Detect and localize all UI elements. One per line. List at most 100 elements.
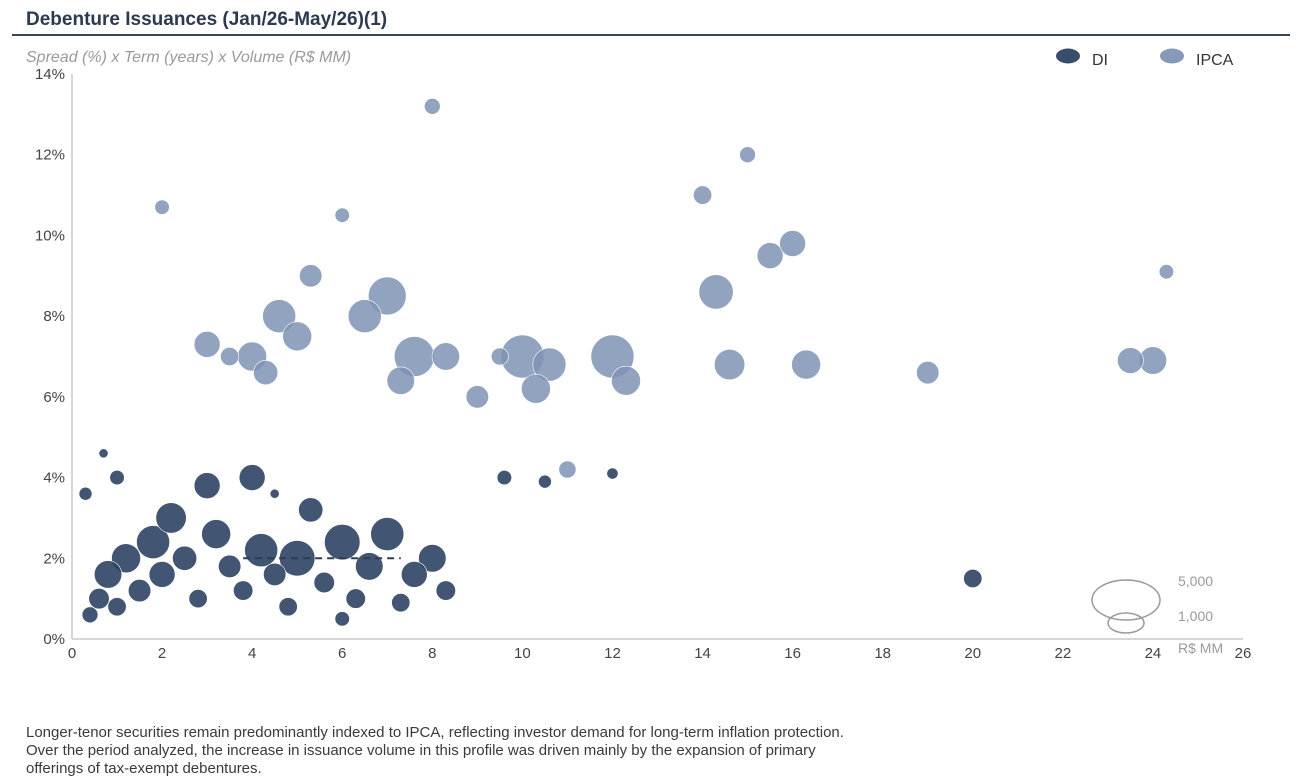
- di-bubble: [278, 597, 298, 617]
- di-bubble: [400, 561, 428, 588]
- ipca-bubble: [1117, 347, 1144, 374]
- x-tick-label: 24: [1145, 645, 1162, 662]
- di-bubble: [136, 525, 170, 560]
- x-tick-label: 10: [514, 645, 531, 662]
- di-bubble: [148, 561, 176, 588]
- ipca-bubble: [558, 460, 577, 479]
- ipca-bubble: [714, 349, 746, 381]
- ipca-bubble: [424, 98, 441, 115]
- x-tick-label: 2: [158, 645, 166, 662]
- di-bubble: [127, 579, 152, 603]
- size-legend-small-ring: [1107, 612, 1145, 634]
- di-bubble: [313, 571, 335, 594]
- di-bubble: [963, 568, 983, 588]
- chart-title: Debenture Issuances (Jan/26-May/26)(1): [26, 9, 388, 30]
- ipca-bubble: [253, 360, 279, 386]
- di-bubble: [606, 467, 619, 480]
- ipca-bubble: [262, 299, 297, 334]
- ipca-bubble: [154, 199, 170, 215]
- legend-di-marker: [1056, 48, 1080, 64]
- ipca-bubble: [465, 385, 489, 409]
- ipca-bubble: [299, 264, 323, 288]
- legend-ipca-label: IPCA: [1196, 52, 1234, 69]
- footnote-line-1: Longer-tenor securities remain predomina…: [26, 724, 844, 741]
- di-bubble: [496, 469, 512, 486]
- ipca-bubble: [532, 347, 567, 382]
- x-tick-label: 6: [338, 645, 346, 662]
- ipca-bubble: [1158, 264, 1175, 280]
- x-tick-label: 22: [1055, 645, 1072, 662]
- ipca-bubble: [490, 347, 509, 366]
- di-bubble: [298, 497, 324, 523]
- ipca-bubble: [791, 349, 821, 380]
- x-tick-label: 26: [1235, 645, 1252, 662]
- footnote-line-3: offerings of tax-exempt debentures.: [26, 760, 262, 777]
- di-bubble: [109, 469, 125, 486]
- y-tick-label: 4%: [43, 470, 65, 487]
- di-bubble: [88, 588, 110, 610]
- x-tick-label: 0: [68, 645, 76, 662]
- di-bubble: [538, 474, 552, 489]
- ipca-bubble: [756, 242, 784, 269]
- ipca-bubble: [693, 185, 713, 205]
- size-legend-large-label: 5,000: [1178, 573, 1213, 589]
- y-tick-label: 6%: [43, 389, 65, 406]
- bubble-chart: 0 2 4 6 8 10 12 14 16 18 20 22 24 260%2%4%6%8%10%12%1…: [35, 48, 1252, 662]
- y-tick-label: 14%: [35, 66, 65, 83]
- di-bubble: [355, 552, 384, 581]
- legend-di-label: DI: [1092, 52, 1108, 69]
- di-bubble: [193, 472, 221, 499]
- y-tick-label: 10%: [35, 227, 65, 244]
- di-bubble: [93, 560, 123, 589]
- di-bubble: [218, 554, 242, 578]
- di-bubble: [188, 589, 208, 609]
- y-tick-label: 2%: [43, 550, 65, 567]
- di-bubble: [155, 502, 187, 534]
- di-bubble: [345, 588, 366, 609]
- di-bubble: [370, 517, 405, 551]
- footnote: Longer-tenor securities remain predomina…: [26, 724, 1026, 778]
- size-legend-unit: R$ MM: [1178, 640, 1223, 656]
- di-bubble: [172, 545, 198, 571]
- ipca-bubble: [521, 373, 551, 404]
- ipca-bubble: [193, 331, 221, 358]
- x-tick-label: 8: [428, 645, 436, 662]
- y-tick-label: 8%: [43, 308, 65, 325]
- ipca-bubble: [334, 207, 350, 223]
- ipca-bubble: [386, 366, 415, 395]
- di-bubble: [233, 580, 254, 601]
- di-bubble: [78, 486, 93, 501]
- size-legend-small-label: 1,000: [1178, 608, 1213, 624]
- ipca-bubble: [282, 321, 313, 352]
- x-tick-label: 16: [784, 645, 801, 662]
- di-bubble: [107, 597, 127, 617]
- y-tick-label: 0%: [43, 631, 65, 648]
- ipca-bubble: [611, 365, 641, 396]
- size-legend-large-ring: [1091, 579, 1161, 621]
- footnote-line-2: Over the period analyzed, the increase i…: [26, 742, 816, 759]
- ipca-bubble: [347, 299, 382, 334]
- di-bubble: [263, 562, 287, 586]
- x-tick-label: 14: [694, 645, 711, 662]
- x-tick-label: 12: [604, 645, 621, 662]
- ipca-bubble: [220, 346, 240, 366]
- y-tick-label: 12%: [35, 147, 65, 164]
- ipca-bubble: [779, 230, 806, 257]
- di-bubble: [334, 611, 350, 627]
- di-bubble: [98, 448, 109, 459]
- x-tick-label: 18: [874, 645, 891, 662]
- di-bubble: [201, 519, 231, 549]
- ipca-bubble: [916, 361, 940, 385]
- x-tick-label: 20: [964, 645, 981, 662]
- di-bubble: [391, 593, 411, 613]
- ipca-bubble: [739, 146, 756, 163]
- ipca-bubble: [431, 342, 460, 371]
- di-bubble: [81, 606, 99, 624]
- title-divider: [12, 34, 1290, 36]
- di-bubble: [269, 488, 280, 499]
- ipca-bubble: [698, 274, 734, 310]
- chart-subtitle: Spread (%) x Term (years) x Volume (R$ M…: [26, 49, 352, 66]
- di-bubble: [435, 580, 456, 601]
- di-bubble: [324, 524, 361, 561]
- di-bubble: [238, 464, 266, 491]
